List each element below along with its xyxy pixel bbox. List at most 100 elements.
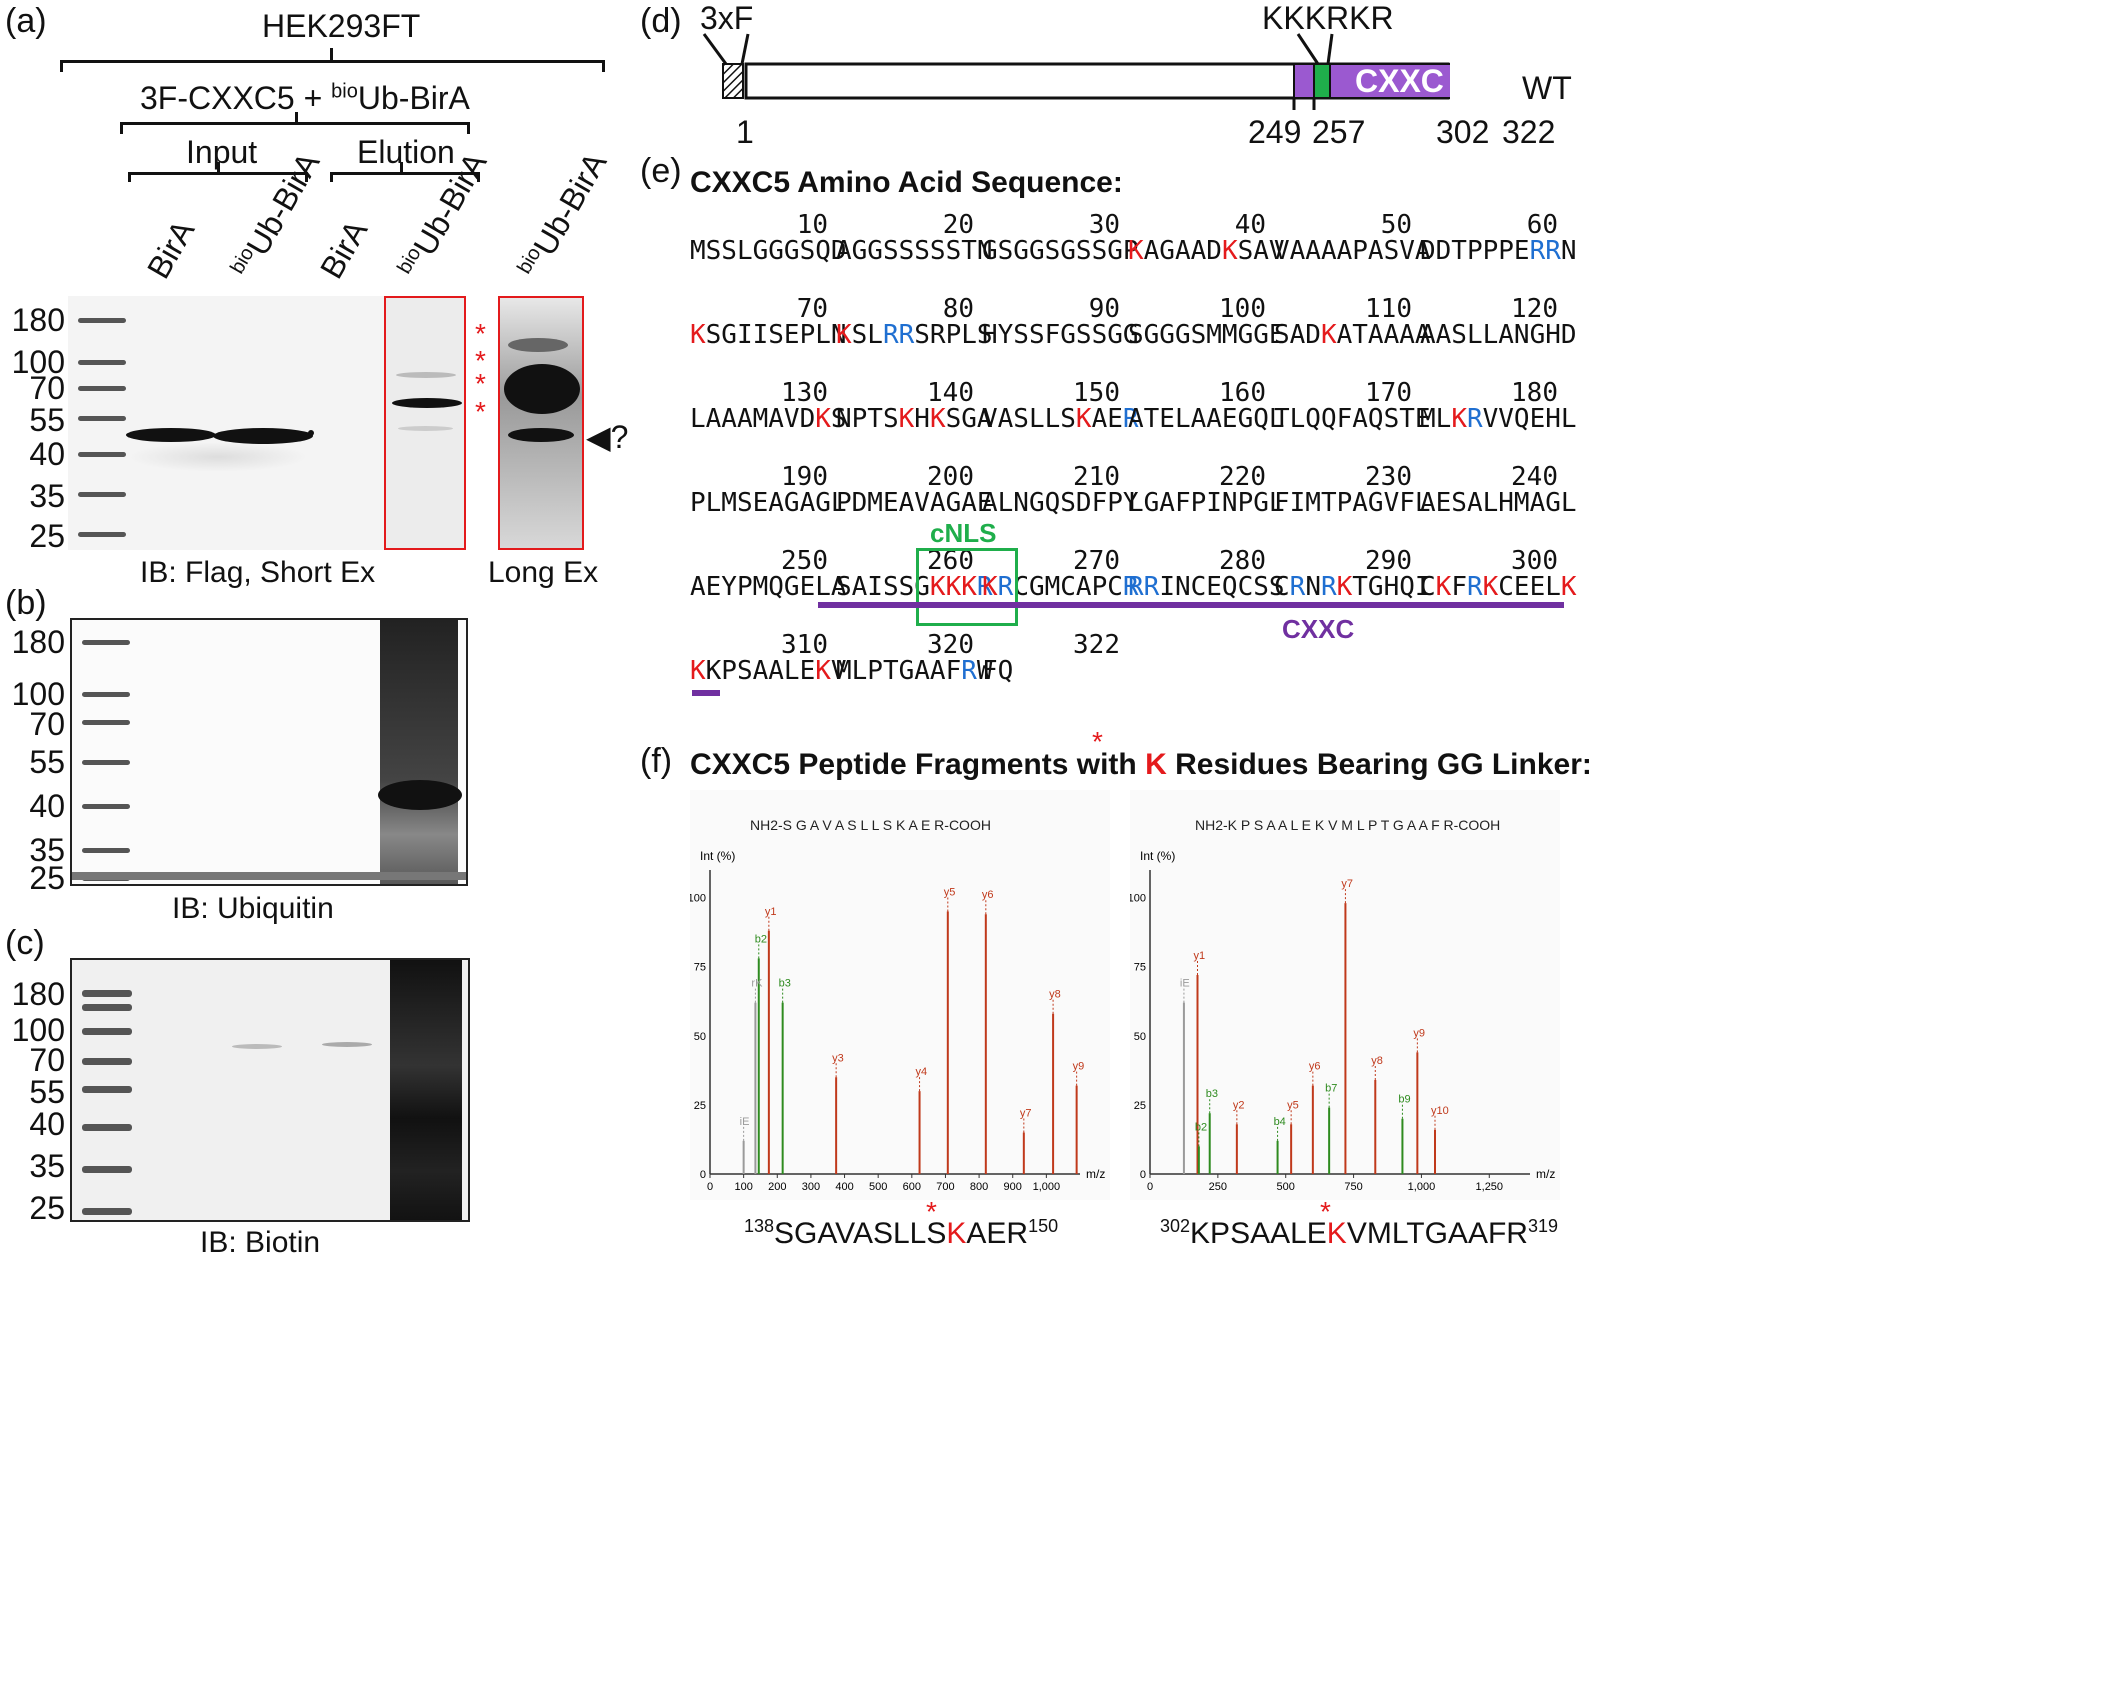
sequence-position: 210 [1073,462,1120,492]
peak-label: y8 [1049,989,1061,1001]
sequence-block: NPTSKHKSGA [836,404,993,434]
footer-star-2: * [1320,1196,1331,1227]
x-tick-label: 300 [802,1181,820,1193]
sequence-position: 50 [1380,210,1412,240]
wt-label: WT [1522,70,1572,106]
panel-e-label: (e) [640,152,682,190]
footer-star-1: * [926,1196,937,1227]
sequence-position: 10 [796,210,828,240]
lane-label-3: BirA [312,214,375,285]
sequence-block: KSLRRSRPLS [836,320,993,350]
x-tick-label: 750 [1344,1181,1362,1193]
sequence-position: 270 [1073,546,1120,576]
panel-d-label: (d) [640,2,682,40]
mw-marker: 55 [29,1074,65,1110]
group-elution-label: Elution [357,134,455,170]
sequence-position: 170 [1365,378,1412,408]
blot-flag-elution-box [384,296,466,550]
sequence-position: 240 [1511,462,1558,492]
peak-label: y4 [916,1066,928,1078]
sequence-position: 190 [781,462,828,492]
x-tick-label: 200 [768,1181,786,1193]
sequence-position: 260 [927,546,974,576]
peak-label: y3 [832,1052,844,1064]
motif-label: KKKRKR [1262,0,1394,36]
y-tick-label: 50 [694,1031,706,1043]
tag-label: 3xF [700,0,754,36]
sequence-block: KSGIISEPLN [690,320,847,350]
sequence-position: 322 [1073,630,1120,660]
sequence-block: LGAFPINPGL [1128,488,1285,518]
cxxc-underline-label: CXXC [1282,614,1355,644]
sequence-position: 250 [781,546,828,576]
blot-ubiquitin [70,618,468,886]
sequence-position: 100 [1219,294,1266,324]
sequence-block: LAAAMAVDKS [690,404,847,434]
asterisk: * [475,318,486,349]
y-tick-label: 0 [700,1169,706,1181]
peak-label: b4 [1274,1116,1286,1128]
peak-label: b3 [1206,1088,1218,1100]
sequence-block: MLPTGAAFRW [836,656,993,686]
peak-label: b3 [779,978,791,990]
sequence-block: ALNGQSDFPY [982,488,1139,518]
x-tick-label: 800 [970,1181,988,1193]
position-label: 249 [1248,114,1302,150]
sequence-position: 40 [1234,210,1266,240]
x-tick-label: 1,000 [1033,1181,1061,1193]
sequence-block: ATELAAEGQL [1128,404,1285,434]
cell-line-bracket [60,60,605,63]
mw-marker: 70 [29,1042,65,1078]
sequence-title: CXXC5 Amino Acid Sequence: [690,166,1123,199]
y-tick-label: 100 [1130,893,1146,905]
peak-label: y1 [1194,950,1206,962]
y-tick-label: 25 [694,1100,706,1112]
sequence-block: KAGAADKSAV [1128,236,1285,266]
mw-marker: 100 [11,344,65,380]
y-tick-label: 75 [694,962,706,974]
cnls-label: cNLS [930,518,997,548]
sequence-block: MLKRVVQEHL [1420,404,1577,434]
peak-label: y9 [1073,1061,1085,1073]
sequence-block: KKPSAALEKV [690,656,847,686]
mw-marker: 40 [29,788,65,824]
sequence-block: SGGGSMMGGE [1128,320,1285,350]
panel-c-label: (c) [5,924,45,962]
domain-label: CXXC [1355,63,1444,99]
peak-label: y8 [1371,1055,1383,1067]
mw-marker: 70 [29,706,65,742]
peak-label: y6 [1309,1061,1321,1073]
y-tick-label: 100 [690,893,706,905]
y-axis-label: Int (%) [700,849,735,863]
sequence-block: SADKATAAAA [1274,320,1431,350]
sequence-position: 60 [1526,210,1558,240]
mw-marker: 180 [11,302,65,338]
peak-label: y7 [1020,1108,1032,1120]
peptide-footer-1: 138SGAVASLLSKAER150 [744,1216,1059,1250]
mw-marker: 25 [29,1190,65,1226]
peak-label: y7 [1341,878,1353,890]
sequence-block: AEYPMQGELA [690,572,847,602]
domain-diagram [702,33,1450,110]
x-tick-label: 900 [1004,1181,1022,1193]
cell-line-label: HEK293FT [262,8,421,44]
lane-label-1: BirA [139,214,202,285]
caption-ubiquitin: IB: Ubiquitin [172,892,334,925]
elution-bracket [330,172,480,175]
sequence-position: 120 [1511,294,1558,324]
sequence-block: GSGGSGSSGP [982,236,1139,266]
sequence-position: 150 [1073,378,1120,408]
peak-label: y5 [1287,1099,1299,1111]
x-tick-label: 1,250 [1476,1181,1504,1193]
ms-spectrum-1: NH2-S G A V A S L L S K A E R-COOH Int (%… [690,790,1110,1200]
mw-marker: 25 [29,860,65,896]
x-axis-label: m/z [1086,1167,1105,1181]
blot-flag-long-box [498,296,584,550]
peak-label: b2 [755,933,767,945]
y-tick-label: 25 [1134,1100,1146,1112]
x-tick-label: 250 [1209,1181,1227,1193]
panel-f-label: (f) [640,742,673,780]
x-tick-label: 0 [707,1181,713,1193]
sequence-position: 280 [1219,546,1266,576]
peak-label: iE [740,1116,750,1128]
